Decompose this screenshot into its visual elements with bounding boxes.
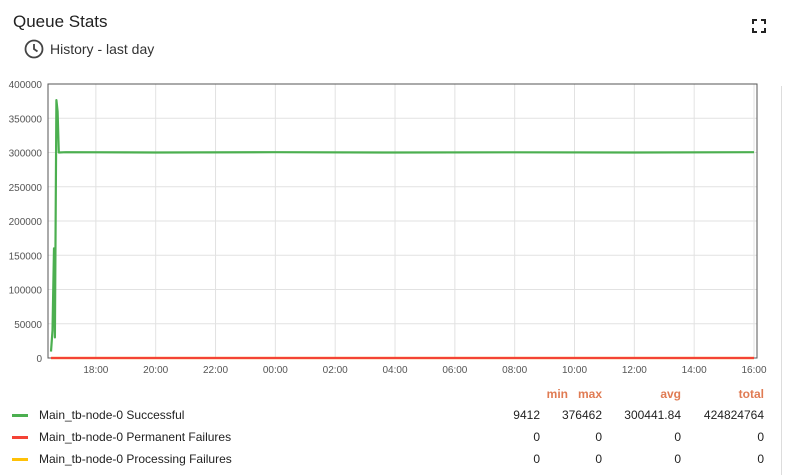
legend-avg: 0 — [674, 430, 681, 444]
x-tick-label: 10:00 — [562, 365, 587, 376]
y-tick-label: 350000 — [9, 114, 43, 125]
y-tick-label: 300000 — [9, 149, 43, 160]
y-tick-label: 200000 — [9, 217, 43, 228]
x-tick-label: 02:00 — [323, 365, 348, 376]
timewindow-label: History - last day — [50, 41, 155, 57]
x-tick-label: 06:00 — [442, 365, 467, 376]
legend-avg: 0 — [674, 452, 681, 466]
y-tick-label: 100000 — [9, 286, 43, 297]
widget-border — [781, 86, 782, 475]
y-tick-label: 50000 — [14, 320, 42, 331]
x-tick-label: 12:00 — [622, 365, 647, 376]
legend-swatch — [12, 458, 28, 461]
legend-total: 0 — [757, 452, 764, 466]
legend-row-successful[interactable]: Main_tb-node-0 Successful 9412 376462 30… — [0, 406, 785, 426]
y-tick-label: 0 — [36, 354, 42, 365]
x-tick-label: 18:00 — [83, 365, 108, 376]
legend-header-max[interactable]: max — [577, 387, 602, 401]
legend-row-processing-failures[interactable]: Main_tb-node-0 Processing Failures 0 0 0… — [0, 450, 785, 470]
legend-min: 9412 — [513, 408, 540, 422]
x-tick-label: 22:00 — [203, 365, 228, 376]
legend-max: 0 — [595, 452, 602, 466]
x-tick-label: 00:00 — [263, 365, 288, 376]
legend-max: 0 — [595, 430, 602, 444]
legend-total: 424824764 — [703, 408, 764, 422]
clock-icon — [24, 39, 44, 59]
x-tick-label: 14:00 — [682, 365, 707, 376]
legend-swatch — [12, 414, 28, 417]
x-tick-label: 08:00 — [502, 365, 527, 376]
widget-title: Queue Stats — [13, 12, 108, 31]
legend-header-avg[interactable]: avg — [660, 387, 681, 401]
legend-min: 0 — [533, 452, 540, 466]
legend-series-name[interactable]: Main_tb-node-0 Successful — [39, 408, 185, 422]
queue-stats-chart: 0 50000 100000 150000 200000 250000 300000 3500… — [9, 80, 767, 376]
x-tick-label: 04:00 — [383, 365, 408, 376]
timewindow-selector[interactable]: History - last day — [24, 39, 154, 59]
legend-min: 0 — [533, 430, 540, 444]
series-line — [49, 99, 755, 352]
legend-avg: 300441.84 — [624, 408, 681, 422]
y-tick-label: 250000 — [9, 183, 43, 194]
x-tick-label: 16:00 — [741, 365, 766, 376]
legend-header-min[interactable]: min — [546, 387, 568, 401]
legend-series-name[interactable]: Main_tb-node-0 Processing Failures — [39, 452, 232, 466]
fullscreen-icon[interactable] — [752, 19, 766, 33]
legend-row-permanent-failures[interactable]: Main_tb-node-0 Permanent Failures 0 0 0 … — [0, 428, 785, 448]
legend-series-name[interactable]: Main_tb-node-0 Permanent Failures — [39, 430, 232, 444]
legend-max: 376462 — [561, 408, 602, 422]
legend-header-total[interactable]: total — [738, 387, 764, 401]
legend-total: 0 — [757, 430, 764, 444]
legend-swatch — [12, 436, 28, 439]
x-tick-label: 20:00 — [143, 365, 168, 376]
y-tick-label: 400000 — [9, 80, 43, 91]
y-tick-label: 150000 — [9, 251, 43, 262]
